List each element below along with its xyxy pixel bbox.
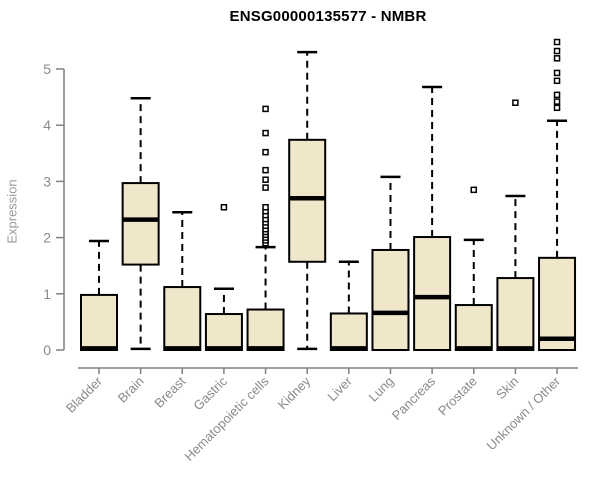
x-category-label: Breast bbox=[151, 373, 188, 410]
x-category-label: Unknown / Other bbox=[484, 373, 564, 453]
x-category-label: Kidney bbox=[275, 373, 314, 412]
iqr-box bbox=[496, 277, 535, 351]
box-lung bbox=[371, 175, 410, 352]
y-tick-label: 1 bbox=[43, 286, 51, 302]
iqr-box bbox=[538, 256, 577, 351]
outlier-point bbox=[553, 77, 561, 85]
iqr-box bbox=[163, 286, 202, 351]
outlier-point bbox=[262, 176, 269, 183]
x-category-label: Liver bbox=[324, 373, 355, 404]
outlier-point bbox=[553, 91, 561, 99]
outlier-point bbox=[262, 184, 269, 191]
outlier-point bbox=[470, 186, 478, 194]
box-unknown-other bbox=[538, 38, 577, 351]
x-category-label: Prostate bbox=[435, 374, 480, 419]
y-tick-label: 2 bbox=[43, 230, 51, 246]
iqr-box bbox=[371, 248, 410, 352]
x-category-label: Bladder bbox=[63, 373, 106, 416]
outlier-point bbox=[553, 98, 561, 105]
chart-title: ENSG00000135577 - NMBR bbox=[229, 8, 427, 25]
iqr-box bbox=[329, 312, 368, 351]
iqr-box bbox=[80, 293, 118, 352]
outlier-point bbox=[512, 99, 519, 106]
x-category-label: Gastric bbox=[190, 373, 230, 413]
box-liver bbox=[329, 260, 368, 351]
box-hematopoietic-cells bbox=[246, 105, 285, 352]
outlier-point bbox=[553, 47, 561, 55]
box-pancreas bbox=[413, 85, 452, 351]
y-axis: 0 1 2 3 4 5 bbox=[43, 61, 65, 358]
x-category-label: Pancreas bbox=[389, 373, 439, 423]
iqr-box bbox=[121, 182, 160, 266]
y-tick-label: 0 bbox=[43, 342, 51, 358]
outlier-point bbox=[553, 104, 561, 112]
x-category-label: Skin bbox=[493, 374, 521, 402]
outlier-point bbox=[553, 55, 561, 62]
outlier-point bbox=[262, 204, 269, 211]
outlier-point bbox=[262, 105, 269, 113]
outlier-point bbox=[553, 69, 561, 77]
box-kidney bbox=[288, 50, 327, 351]
outlier-point bbox=[262, 129, 269, 137]
outlier-point bbox=[262, 166, 269, 174]
iqr-box bbox=[413, 236, 452, 351]
outlier-point bbox=[220, 204, 228, 211]
iqr-box bbox=[246, 308, 285, 352]
box-breast bbox=[163, 211, 202, 351]
iqr-box bbox=[454, 304, 493, 352]
outlier-point bbox=[553, 38, 561, 46]
iqr-box bbox=[288, 138, 327, 263]
box-skin bbox=[496, 99, 535, 351]
y-tick-label: 5 bbox=[43, 61, 51, 77]
iqr-box bbox=[204, 313, 243, 352]
x-category-label: Lung bbox=[366, 374, 397, 405]
box-prostate bbox=[454, 186, 493, 352]
y-tick-label: 4 bbox=[43, 117, 51, 133]
y-tick-label: 3 bbox=[43, 173, 51, 189]
outlier-point bbox=[262, 148, 269, 156]
box-gastric bbox=[204, 204, 243, 352]
x-category-label: Brain bbox=[115, 374, 147, 406]
box-bladder bbox=[80, 239, 118, 352]
box-brain bbox=[121, 96, 160, 351]
